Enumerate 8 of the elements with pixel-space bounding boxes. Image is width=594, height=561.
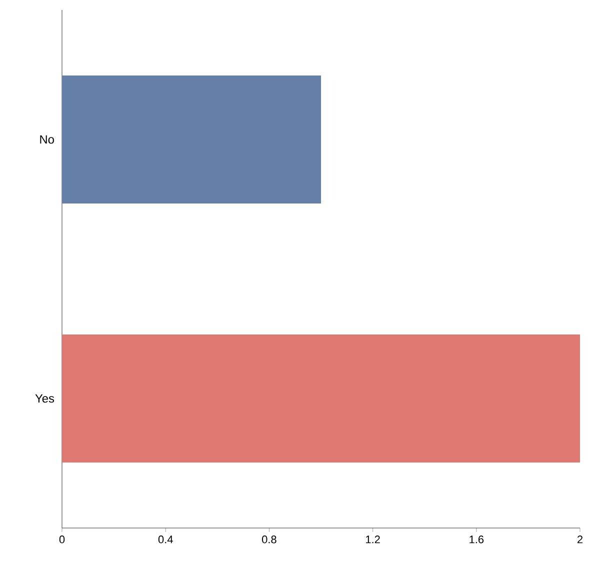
y-tick-label: Yes: [35, 394, 54, 403]
x-tick-label: 2: [578, 536, 583, 544]
x-tick-label: 1.6: [470, 536, 484, 544]
x-tick-label: 0.4: [158, 536, 173, 544]
x-tick-label: 0.8: [262, 536, 276, 544]
x-tick-label: 1.2: [366, 536, 380, 544]
y-tick-label: No: [40, 135, 54, 144]
x-tick-label: 0: [59, 536, 65, 544]
